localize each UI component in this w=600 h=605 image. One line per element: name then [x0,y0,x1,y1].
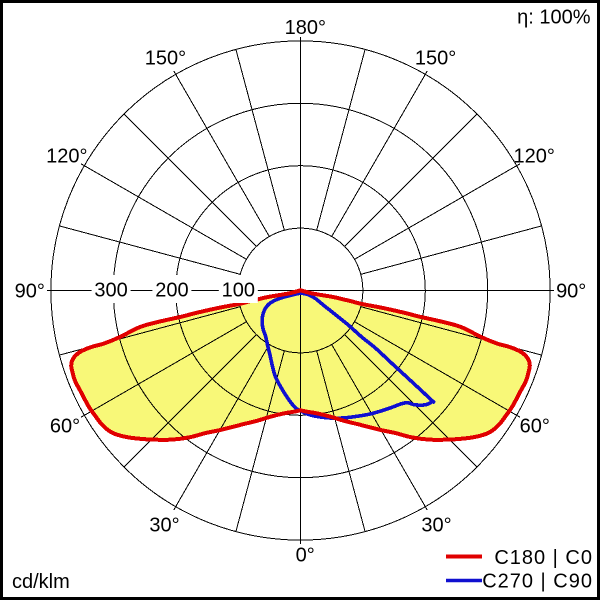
svg-text:η: 100%: η: 100% [517,7,591,29]
svg-text:60°: 60° [50,416,80,438]
svg-text:30°: 30° [421,515,451,537]
svg-text:300: 300 [94,280,127,302]
svg-text:180°: 180° [285,17,326,39]
svg-text:30°: 30° [149,515,179,537]
svg-text:120°: 120° [46,145,87,167]
svg-text:cd/klm: cd/klm [12,571,70,593]
svg-text:60°: 60° [520,416,550,438]
svg-text:200: 200 [155,280,188,302]
svg-text:150°: 150° [415,48,456,70]
svg-text:90°: 90° [15,280,45,302]
svg-text:150°: 150° [145,48,186,70]
svg-text:120°: 120° [514,145,555,167]
svg-text:0°: 0° [296,545,315,567]
svg-text:90°: 90° [556,280,586,302]
svg-text:C270 | C90: C270 | C90 [482,571,593,593]
svg-text:C180 | C0: C180 | C0 [494,547,593,569]
svg-text:100: 100 [222,280,255,302]
